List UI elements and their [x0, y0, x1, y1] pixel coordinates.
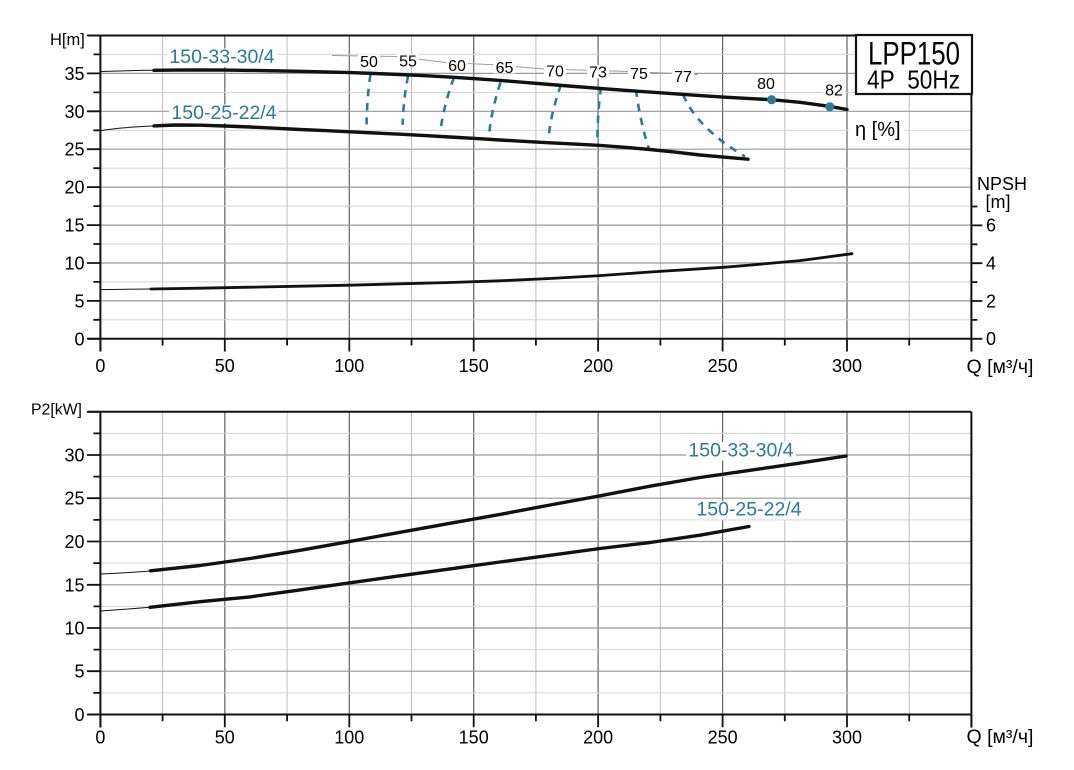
svg-text:200: 200: [583, 728, 613, 748]
svg-text:70: 70: [546, 64, 564, 81]
svg-text:10: 10: [64, 254, 84, 274]
svg-text:[m]: [m]: [986, 192, 1011, 212]
svg-text:5: 5: [74, 662, 84, 682]
svg-text:250: 250: [708, 728, 738, 748]
svg-text:0: 0: [74, 705, 84, 725]
svg-text:82: 82: [825, 83, 843, 100]
svg-text:250: 250: [708, 356, 738, 376]
svg-text:0: 0: [986, 329, 996, 349]
svg-text:100: 100: [334, 356, 364, 376]
svg-text:50: 50: [215, 356, 235, 376]
svg-text:H[m]: H[m]: [50, 31, 85, 49]
svg-text:6: 6: [986, 216, 996, 236]
svg-text:75: 75: [630, 66, 648, 83]
svg-text:80: 80: [757, 76, 775, 93]
svg-text:150-33-30/4: 150-33-30/4: [169, 46, 274, 68]
svg-text:35: 35: [64, 64, 84, 84]
svg-text:150-33-30/4: 150-33-30/4: [688, 440, 793, 462]
svg-text:0: 0: [95, 728, 105, 748]
svg-text:10: 10: [64, 619, 84, 639]
svg-text:25: 25: [64, 489, 84, 509]
svg-text:150-25-22/4: 150-25-22/4: [696, 499, 801, 521]
svg-text:2: 2: [986, 291, 996, 311]
svg-text:20: 20: [64, 178, 84, 198]
svg-text:15: 15: [64, 216, 84, 236]
svg-text:60: 60: [448, 58, 466, 75]
svg-text:50: 50: [215, 728, 235, 748]
svg-text:50: 50: [360, 54, 378, 71]
svg-text:Q [м³/ч]: Q [м³/ч]: [967, 356, 1034, 378]
svg-text:25: 25: [64, 140, 84, 160]
svg-text:300: 300: [832, 356, 862, 376]
svg-text:P2[kW]: P2[kW]: [31, 402, 82, 419]
svg-text:NPSH: NPSH: [977, 174, 1027, 194]
svg-text:100: 100: [334, 728, 364, 748]
svg-text:15: 15: [64, 575, 84, 595]
svg-text:η [%]: η [%]: [855, 119, 901, 141]
svg-text:77: 77: [674, 69, 692, 86]
svg-text:20: 20: [64, 532, 84, 552]
svg-text:5: 5: [74, 291, 84, 311]
svg-text:30: 30: [64, 102, 84, 122]
svg-text:150-25-22/4: 150-25-22/4: [171, 102, 276, 124]
svg-text:150: 150: [459, 356, 489, 376]
svg-text:73: 73: [589, 65, 607, 82]
svg-text:150: 150: [459, 728, 489, 748]
svg-text:300: 300: [832, 728, 862, 748]
svg-text:Q [м³/ч]: Q [м³/ч]: [967, 726, 1034, 748]
svg-text:4P 50Hz: 4P 50Hz: [867, 64, 960, 94]
svg-text:55: 55: [399, 53, 417, 70]
svg-text:30: 30: [64, 446, 84, 466]
svg-text:0: 0: [95, 356, 105, 376]
svg-text:4: 4: [986, 254, 996, 274]
svg-text:65: 65: [496, 60, 514, 77]
svg-text:0: 0: [74, 329, 84, 349]
svg-text:200: 200: [583, 356, 613, 376]
svg-text:LPP150: LPP150: [868, 36, 960, 72]
